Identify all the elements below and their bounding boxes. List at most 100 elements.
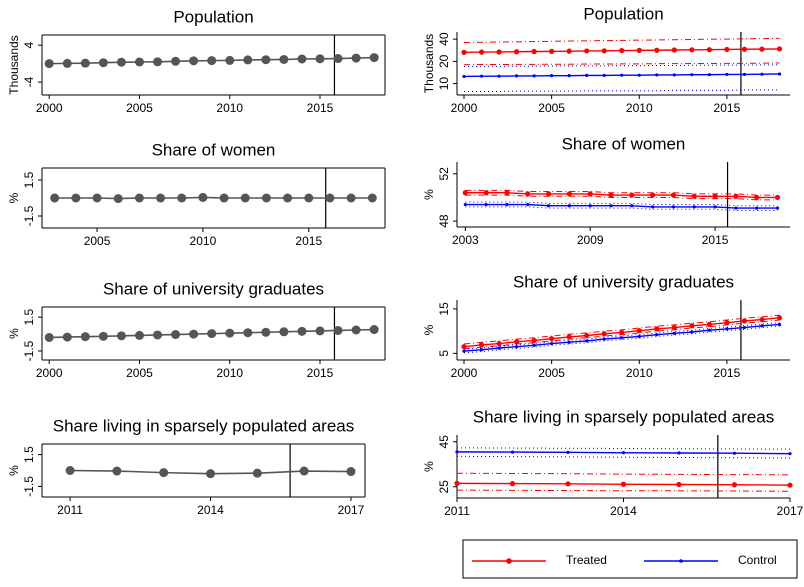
point <box>620 73 624 77</box>
point <box>731 482 738 488</box>
y-axis-label: Thousands <box>422 34 436 93</box>
point <box>50 193 60 203</box>
point <box>496 49 502 55</box>
point <box>566 48 572 54</box>
x-tick-label: 2000 <box>36 366 63 380</box>
point <box>546 204 551 208</box>
point <box>505 202 509 207</box>
point <box>112 466 122 476</box>
panel-title: Population <box>173 7 253 26</box>
point <box>775 206 780 210</box>
x-tick-label: 2015 <box>714 366 741 380</box>
x-tick-label: 2010 <box>190 234 217 248</box>
point <box>92 193 102 203</box>
y-tick-label: 52 <box>437 167 451 181</box>
point <box>651 205 655 209</box>
point <box>692 205 696 209</box>
ci-upper <box>463 322 780 350</box>
point <box>725 72 729 77</box>
point <box>655 333 659 337</box>
y-axis-label: % <box>7 465 21 476</box>
point <box>497 346 501 350</box>
point <box>177 193 187 203</box>
point <box>706 47 712 53</box>
point <box>777 72 782 76</box>
point <box>80 58 90 68</box>
point <box>325 193 335 203</box>
point <box>315 326 325 336</box>
point <box>566 191 572 197</box>
point <box>171 330 181 340</box>
x-tick-label: 2011 <box>444 504 470 518</box>
point <box>134 57 144 67</box>
x-tick-label: 2017 <box>338 503 365 517</box>
point <box>741 46 748 52</box>
point <box>134 193 144 203</box>
point <box>461 344 467 350</box>
point <box>462 349 466 353</box>
point <box>333 54 343 64</box>
point <box>134 330 144 340</box>
point <box>588 204 592 208</box>
ci-upper <box>464 64 780 68</box>
point <box>261 193 271 203</box>
y-axis-label: % <box>7 328 21 339</box>
point <box>531 337 537 344</box>
point <box>483 190 489 196</box>
y-tick-label: 4 <box>22 41 36 48</box>
point <box>509 481 516 487</box>
point <box>690 73 694 77</box>
ci-lower <box>464 89 780 93</box>
point <box>333 325 343 335</box>
point <box>531 48 537 55</box>
point <box>759 316 765 323</box>
point <box>315 54 325 64</box>
point <box>602 337 606 341</box>
ci-upper <box>456 447 791 450</box>
y-tick-label: 48 <box>437 214 451 228</box>
x-tick-label: 2017 <box>777 504 804 518</box>
x-tick-label: 2005 <box>126 366 153 380</box>
x-tick-label: 2005 <box>126 101 153 115</box>
point <box>206 469 216 479</box>
ci-upper <box>465 189 778 196</box>
legend-box <box>462 539 798 579</box>
ci-upper <box>463 314 780 345</box>
point <box>602 73 606 78</box>
point <box>207 329 217 339</box>
point <box>706 321 712 328</box>
point <box>760 72 764 76</box>
x-tick-label: 2015 <box>307 366 334 380</box>
y-axis-label: % <box>422 461 436 472</box>
point <box>741 318 748 324</box>
point <box>62 58 72 68</box>
point <box>742 72 747 77</box>
point <box>189 329 199 339</box>
point <box>637 334 641 339</box>
point <box>566 450 570 454</box>
point <box>153 330 163 340</box>
point <box>478 342 485 348</box>
ci-lower <box>464 62 780 66</box>
point <box>567 340 571 344</box>
point <box>80 332 90 342</box>
point <box>676 481 682 488</box>
point <box>98 331 108 341</box>
point <box>601 48 607 54</box>
legend-label: Control <box>738 553 777 567</box>
point <box>189 56 199 66</box>
point <box>98 58 108 68</box>
point <box>619 329 625 336</box>
point <box>261 55 271 65</box>
x-tick-label: 2010 <box>626 366 653 380</box>
y-tick-label: 5 <box>437 350 451 357</box>
point <box>760 324 764 328</box>
point <box>654 326 660 332</box>
point <box>601 331 607 337</box>
point <box>219 193 229 203</box>
point <box>725 327 729 331</box>
point <box>297 326 307 336</box>
ci-lower <box>456 455 791 459</box>
y-tick-label: -1.5 <box>22 205 36 226</box>
point <box>513 49 520 55</box>
